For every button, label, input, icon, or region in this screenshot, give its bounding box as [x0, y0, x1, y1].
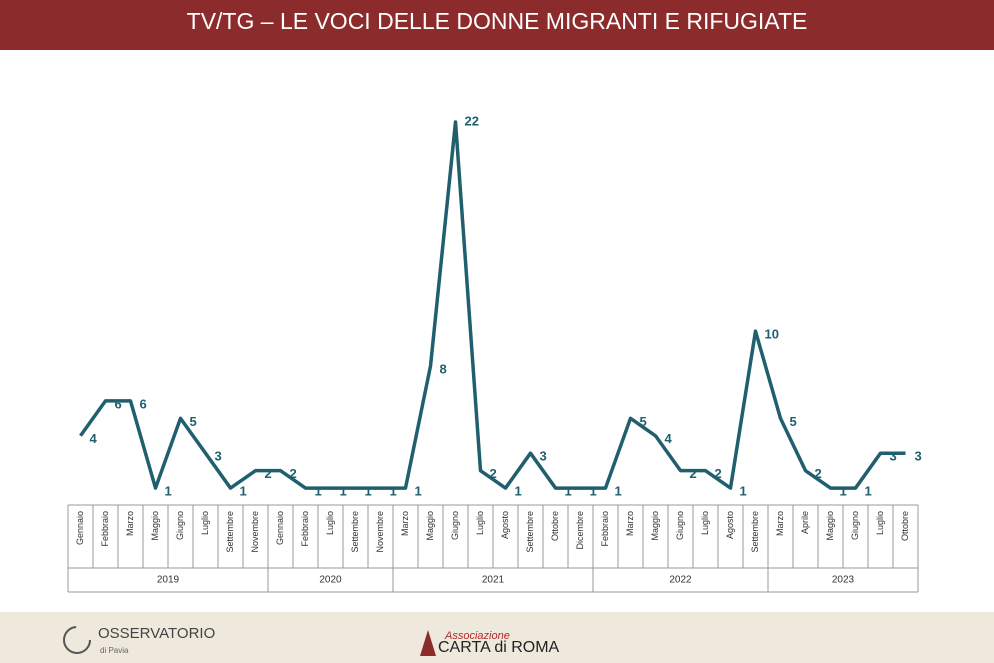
x-tick-label: Maggio [150, 511, 160, 541]
data-label: 3 [915, 449, 922, 464]
data-label: 1 [340, 484, 347, 499]
x-tick-label: Giugno [175, 511, 185, 540]
x-tick-label: Agosto [500, 511, 510, 539]
data-label: 1 [315, 484, 322, 499]
slide-title: TV/TG – LE VOCI DELLE DONNE MIGRANTI E R… [187, 8, 808, 34]
x-tick-label: Marzo [775, 511, 785, 536]
footer-band [0, 612, 994, 663]
data-label: 5 [790, 414, 797, 429]
data-label: 4 [665, 431, 673, 446]
x-tick-label: Settembre [525, 511, 535, 553]
data-label: 1 [165, 484, 172, 499]
x-tick-label: Gennaio [275, 511, 285, 545]
data-label: 1 [365, 484, 372, 499]
x-tick-label: Agosto [725, 511, 735, 539]
logo-ring [63, 626, 91, 654]
data-label: 1 [840, 484, 847, 499]
data-label: 1 [615, 484, 622, 499]
data-label: 1 [865, 484, 872, 499]
x-tick-label: Marzo [625, 511, 635, 536]
group-label: 2023 [832, 575, 855, 586]
x-tick-label: Maggio [825, 511, 835, 541]
x-tick-label: Giugno [675, 511, 685, 540]
data-label: 3 [890, 449, 897, 464]
x-tick-label: Novembre [250, 511, 260, 553]
data-label: 1 [565, 484, 572, 499]
x-tick-label: Febbraio [300, 511, 310, 547]
x-tick-label: Settembre [350, 511, 360, 553]
x-tick-label: Febbraio [600, 511, 610, 547]
x-tick-label: Ottobre [900, 511, 910, 541]
data-label: 5 [190, 414, 197, 429]
data-label: 1 [590, 484, 597, 499]
logo-icon [420, 630, 436, 656]
data-label: 4 [90, 431, 98, 446]
x-tick-label: Luglio [875, 511, 885, 535]
x-tick-label: Maggio [425, 511, 435, 541]
data-label: 2 [290, 466, 297, 481]
data-label: 3 [540, 449, 547, 464]
x-tick-label: Novembre [375, 511, 385, 553]
data-label: 22 [465, 113, 479, 128]
data-label: 2 [815, 466, 822, 481]
x-tick-label: Luglio [700, 511, 710, 535]
data-label: 1 [515, 484, 522, 499]
data-label: 8 [440, 361, 447, 376]
x-tick-label: Settembre [750, 511, 760, 553]
data-label: 10 [765, 327, 779, 342]
data-label: 1 [390, 484, 397, 499]
footer-right-top: Associazione [444, 630, 510, 642]
data-label: 5 [640, 414, 647, 429]
data-label: 2 [490, 466, 497, 481]
footer-left-sub: di Pavia [100, 646, 129, 655]
data-label: 2 [715, 466, 722, 481]
data-label: 2 [690, 466, 697, 481]
group-label: 2022 [669, 575, 692, 586]
x-tick-label: Giugno [850, 511, 860, 540]
x-tick-label: Luglio [325, 511, 335, 535]
x-tick-label: Giugno [450, 511, 460, 540]
group-label: 2020 [319, 575, 342, 586]
x-tick-label: Luglio [475, 511, 485, 535]
data-label: 6 [140, 396, 147, 411]
header-band [0, 0, 994, 50]
x-tick-label: Gennaio [75, 511, 85, 545]
x-tick-label: Settembre [225, 511, 235, 553]
x-tick-label: Aprile [800, 511, 810, 534]
group-label: 2021 [482, 575, 505, 586]
data-label: 6 [115, 396, 122, 411]
footer-left: OSSERVATORIO [98, 625, 215, 642]
x-tick-label: Ottobre [550, 511, 560, 541]
x-tick-label: Marzo [400, 511, 410, 536]
x-tick-label: Marzo [125, 511, 135, 536]
data-label: 1 [240, 484, 247, 499]
x-tick-label: Maggio [650, 511, 660, 541]
data-label: 1 [740, 484, 747, 499]
footer-right: CARTA di ROMA [438, 639, 560, 656]
x-tick-label: Febbraio [100, 511, 110, 547]
data-line [79, 120, 906, 490]
chart: Gennaio Febbraio Marzo Maggio Giugno Luglio Se… [67, 113, 922, 593]
data-label: 1 [415, 484, 422, 499]
group-label: 2019 [157, 575, 180, 586]
x-tick-label: Dicembre [575, 511, 585, 550]
data-label: 3 [215, 449, 222, 464]
data-label: 2 [265, 466, 272, 481]
x-tick-label: Luglio [200, 511, 210, 535]
